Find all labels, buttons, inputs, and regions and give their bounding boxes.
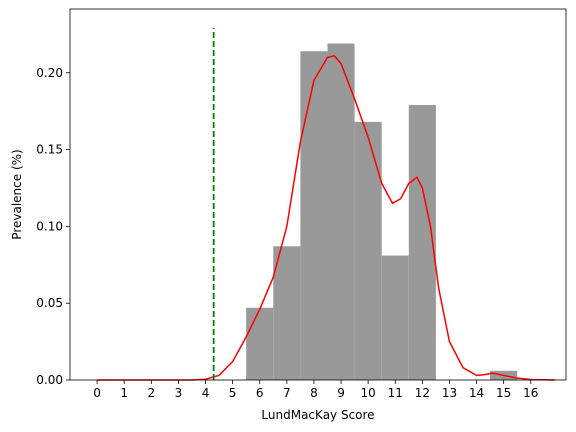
density-curve: [97, 55, 556, 381]
y-tick-label: 0.10: [36, 219, 63, 233]
x-tick-label: 5: [229, 386, 237, 400]
x-tick-label: 11: [388, 386, 403, 400]
y-axis-label: Prevalence (%): [10, 149, 24, 239]
x-tick-label: 6: [256, 386, 264, 400]
y-tick-label: 0.00: [36, 373, 63, 387]
histogram-bar-6: [408, 105, 436, 380]
histogram-bar-2: [300, 51, 328, 380]
plot-frame: [69, 8, 567, 381]
x-tick-label: 12: [415, 386, 430, 400]
x-tick-label: 8: [310, 386, 318, 400]
x-tick-label: 3: [175, 386, 183, 400]
x-tick-label: 10: [361, 386, 376, 400]
x-tick-label: 16: [523, 386, 538, 400]
x-tick-label: 2: [147, 386, 155, 400]
x-tick-label: 13: [442, 386, 457, 400]
x-tick-label: 0: [93, 386, 101, 400]
x-axis-label: LundMacKay Score: [261, 408, 374, 422]
x-tick-label: 1: [120, 386, 128, 400]
x-tick-label: 14: [469, 386, 484, 400]
histogram-bar-3: [327, 43, 355, 380]
histogram-bars: [246, 43, 518, 380]
y-axis-ticks: 0.00 0.05 0.10 0.15 0.20: [36, 66, 70, 387]
x-tick-label: 15: [496, 386, 511, 400]
histogram-bar-5: [381, 255, 409, 380]
x-tick-label: 9: [337, 386, 345, 400]
y-tick-label: 0.15: [36, 143, 63, 157]
histogram-bar-1: [273, 246, 301, 380]
x-axis-ticks: 0 1 2 3 4 5 6 7 8 9 10 11 12 13 14 15 16: [93, 380, 538, 400]
y-tick-label: 0.20: [36, 66, 63, 80]
x-tick-label: 4: [202, 386, 210, 400]
histogram-bar-4: [354, 121, 382, 380]
histogram-bar-0: [246, 307, 274, 380]
y-tick-label: 0.05: [36, 296, 63, 310]
x-tick-label: 7: [283, 386, 291, 400]
